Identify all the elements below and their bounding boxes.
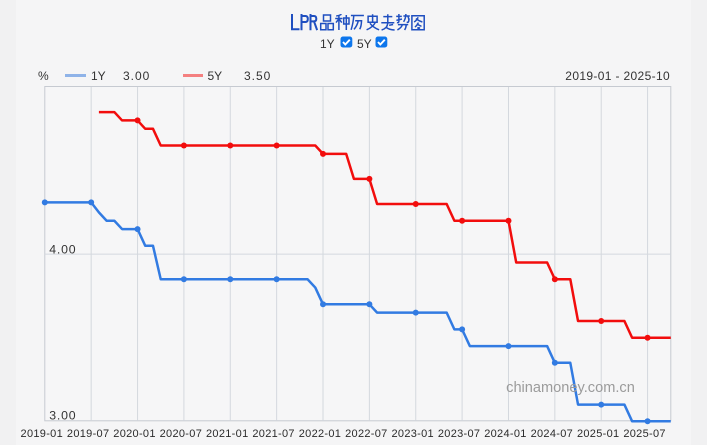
svg-text:4.00: 4.00 <box>49 242 76 256</box>
svg-text:chinamoney.com.cn: chinamoney.com.cn <box>506 380 635 396</box>
svg-text:3.00: 3.00 <box>49 408 76 422</box>
